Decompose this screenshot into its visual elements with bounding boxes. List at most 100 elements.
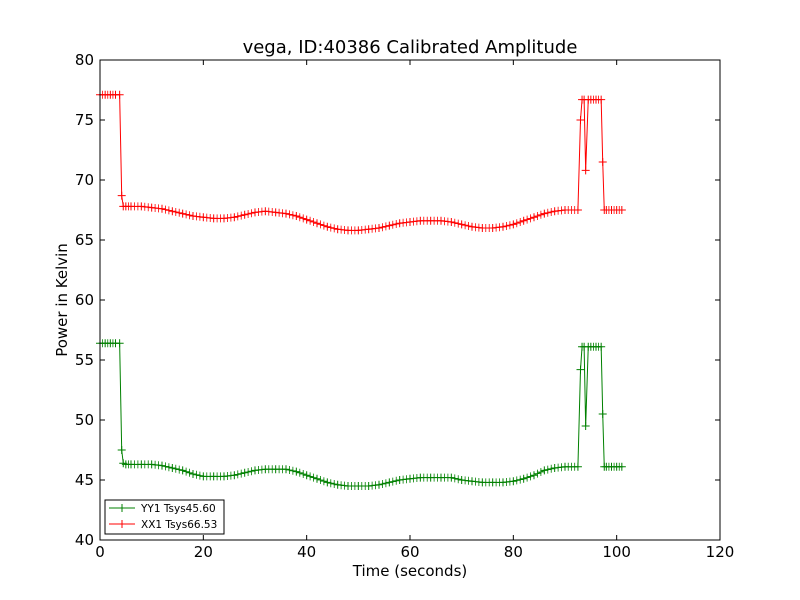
y-tick-label: 65 xyxy=(75,231,94,249)
series-2 xyxy=(96,90,626,235)
sample-marker xyxy=(412,474,421,482)
sample-marker xyxy=(326,223,335,232)
sample-marker xyxy=(423,473,432,482)
data-point xyxy=(385,221,394,230)
sample-marker xyxy=(471,223,480,232)
sample-marker xyxy=(206,214,215,222)
sample-marker xyxy=(326,479,335,488)
sample-marker xyxy=(516,475,525,484)
sample-marker xyxy=(554,206,563,215)
data-point xyxy=(323,222,332,231)
y-axis: 40 45 50 55 60 65 70 75 80 xyxy=(75,51,720,549)
sample-marker xyxy=(237,211,246,220)
sample-marker xyxy=(381,479,390,488)
sample-marker xyxy=(536,210,545,219)
sample-marker xyxy=(144,460,153,469)
data-point xyxy=(519,216,528,225)
sample-marker xyxy=(547,464,556,473)
sample-marker xyxy=(192,470,201,479)
data-point xyxy=(292,212,301,220)
legend-entry: XX1 Tsys66.53 xyxy=(109,519,217,531)
sample-marker xyxy=(485,478,494,487)
data-point xyxy=(530,213,538,222)
sample-marker xyxy=(268,208,277,216)
sample-marker xyxy=(161,462,170,471)
sample-marker xyxy=(450,218,459,227)
sample-marker xyxy=(423,216,432,225)
sample-marker xyxy=(244,210,253,218)
y-tick-label: 75 xyxy=(75,111,94,129)
sample-marker xyxy=(512,219,521,228)
data-point xyxy=(117,191,126,200)
sample-marker xyxy=(474,223,483,232)
sample-marker xyxy=(543,208,552,217)
data-point xyxy=(576,365,585,374)
sample-marker xyxy=(237,469,246,478)
sample-marker xyxy=(192,212,201,221)
sample-marker xyxy=(257,465,266,474)
sample-marker xyxy=(378,480,387,488)
sample-marker xyxy=(412,217,421,226)
sample-marker xyxy=(216,214,225,223)
sample-marker xyxy=(526,472,535,481)
data-point xyxy=(457,220,466,229)
data-point xyxy=(178,209,187,218)
sample-marker xyxy=(533,212,542,220)
sample-marker xyxy=(392,476,401,485)
sample-marker xyxy=(505,477,514,486)
sample-marker xyxy=(133,460,142,469)
data-point xyxy=(540,209,549,218)
sample-marker xyxy=(392,220,401,228)
sample-marker xyxy=(175,208,184,217)
y-tick-label: 55 xyxy=(75,351,94,369)
sample-marker xyxy=(164,206,173,215)
data-point xyxy=(519,474,528,483)
data-point xyxy=(302,215,311,224)
legend-box xyxy=(104,499,225,535)
sample-marker xyxy=(350,226,359,235)
sample-marker xyxy=(350,482,359,490)
x-tick-label: 20 xyxy=(194,543,213,561)
y-tick-label: 40 xyxy=(75,531,94,549)
sample-marker xyxy=(495,223,504,232)
sample-marker xyxy=(151,460,160,469)
sample-marker xyxy=(299,470,308,478)
sample-marker xyxy=(330,224,339,233)
sample-marker xyxy=(361,482,370,490)
y-tick-label: 70 xyxy=(75,171,94,189)
sample-marker xyxy=(247,467,256,476)
sample-marker xyxy=(182,467,191,476)
data-point xyxy=(313,219,321,228)
sample-marker xyxy=(316,220,325,229)
sample-marker xyxy=(495,478,504,487)
sample-marker xyxy=(182,210,191,219)
data-point xyxy=(240,468,249,477)
data-point xyxy=(598,158,607,166)
sample-marker xyxy=(299,214,308,223)
x-tick-label: 80 xyxy=(504,543,523,561)
data-point xyxy=(375,480,383,489)
sample-marker xyxy=(309,218,318,226)
sample-marker xyxy=(288,211,297,220)
plot-area: 0 20 40 60 80 100 120 40 45 50 55 60 65 70 75 80 xyxy=(75,51,734,561)
data-point xyxy=(333,480,342,489)
data-point xyxy=(313,474,321,483)
sample-marker xyxy=(278,209,287,218)
data-point xyxy=(385,478,394,487)
data-point xyxy=(509,220,518,229)
sample-marker xyxy=(185,468,194,477)
y-tick-label: 45 xyxy=(75,471,94,489)
sample-marker xyxy=(306,472,315,481)
sample-marker xyxy=(461,221,470,230)
sample-marker xyxy=(433,473,442,482)
data-point xyxy=(333,225,342,234)
sample-marker xyxy=(257,207,266,216)
chart-title: vega, ID:40386 Calibrated Amplitude xyxy=(243,37,578,58)
sample-marker xyxy=(278,465,287,474)
sample-marker xyxy=(368,224,377,233)
sample-marker xyxy=(443,473,452,482)
sample-marker xyxy=(285,466,294,474)
sample-marker xyxy=(516,218,525,226)
sample-marker xyxy=(233,470,242,479)
sample-marker xyxy=(288,466,297,475)
